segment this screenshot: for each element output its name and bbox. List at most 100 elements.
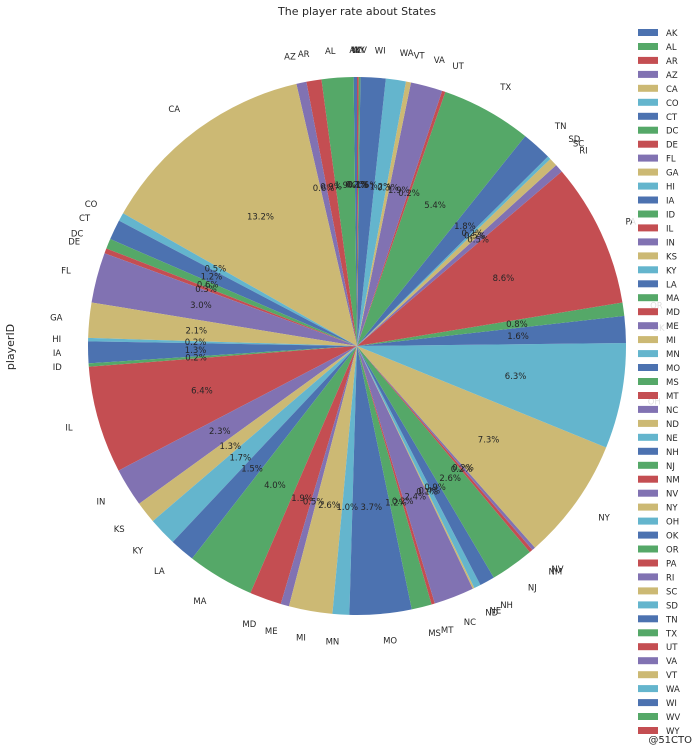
legend-label-in: IN	[666, 238, 675, 248]
slice-label-il: IL	[65, 424, 73, 434]
legend-label-co: CO	[666, 99, 679, 109]
slice-label-ut: UT	[452, 62, 464, 72]
legend-swatch-wv	[638, 713, 658, 720]
pie-slice-md	[250, 346, 357, 604]
slice-percent-tx: 5.4%	[424, 201, 446, 211]
legend-label-wy: WY	[666, 727, 680, 737]
pie-slice-ct	[110, 220, 357, 346]
pie-slice-nm	[357, 346, 533, 553]
slice-percent-ms: 1.2%	[385, 499, 407, 509]
pie-slice-in	[118, 346, 357, 504]
legend-label-nv: NV	[666, 490, 678, 500]
slice-percent-ny: 7.3%	[478, 435, 500, 445]
slice-percent-nv: 0.2%	[452, 464, 474, 474]
slice-label-me: ME	[265, 627, 278, 637]
pie-slice-pa	[357, 171, 623, 346]
legend-label-tx: TX	[665, 629, 677, 639]
pie-slice-az	[296, 81, 357, 346]
legend-swatch-id	[638, 210, 658, 218]
slice-percent-nj: 2.6%	[439, 474, 461, 484]
slice-percent-nc: 2.4%	[404, 493, 426, 503]
legend-label-mi: MI	[666, 336, 676, 346]
slice-percent-ca: 13.2%	[247, 213, 274, 223]
legend-swatch-nj	[638, 461, 658, 469]
slice-percent-mi: 2.6%	[318, 501, 340, 511]
legend-label-ma: MA	[666, 294, 679, 304]
legend-swatch-sc	[638, 587, 658, 595]
legend-swatch-mo	[638, 364, 658, 371]
legend-swatch-oh	[638, 517, 658, 525]
pie-slice-vt	[357, 81, 411, 346]
slice-percent-ia: 1.3%	[185, 346, 207, 356]
legend-label-ct: CT	[666, 113, 678, 123]
slice-label-sc: SC	[573, 140, 584, 150]
pie-slice-id	[88, 346, 357, 367]
slice-percent-ma: 4.0%	[264, 481, 286, 491]
pie-slice-hi	[88, 337, 357, 346]
slice-label-ky: KY	[133, 546, 144, 556]
legend-swatch-ak	[638, 29, 658, 36]
legend-label-or: OR	[666, 546, 679, 556]
legend-label-dc: DC	[666, 127, 679, 137]
slice-label-ct: CT	[79, 214, 91, 224]
legend-label-wa: WA	[666, 685, 680, 695]
legend-swatch-tx	[638, 629, 658, 637]
pie-slice-tx	[357, 91, 526, 347]
legend-label-ut: UT	[666, 643, 678, 653]
pie-slice-mi	[288, 346, 357, 614]
slice-percent-id: 0.2%	[185, 354, 207, 364]
pie-slice-fl	[91, 253, 358, 346]
slice-percent-ri: 0.5%	[467, 235, 489, 245]
slice-label-wy: WY	[351, 46, 365, 56]
legend-label-il: IL	[666, 224, 674, 234]
legend-label-mt: MT	[666, 392, 679, 402]
legend-label-la: LA	[666, 280, 677, 290]
slice-label-tn: TN	[554, 122, 567, 132]
pie-slice-de	[104, 248, 357, 346]
slice-label-dc: DC	[71, 230, 84, 240]
slice-percent-wa: 1.2%	[370, 182, 392, 192]
legend-label-me: ME	[666, 322, 679, 332]
slice-percent-wv: 0.1%	[348, 181, 370, 191]
pie-slice-dc	[106, 239, 357, 346]
slice-percent-ga: 2.1%	[185, 327, 207, 337]
legend-swatch-ga	[638, 168, 658, 176]
pie-slice-nv	[357, 346, 535, 550]
pie-slice-la	[172, 346, 357, 559]
pie-slice-ut	[357, 90, 446, 346]
slice-percent-mo: 3.7%	[360, 503, 382, 513]
slice-percent-tn: 1.8%	[454, 222, 476, 232]
pie-slice-nd	[357, 346, 475, 589]
slice-percent-md: 1.9%	[291, 494, 313, 504]
legend-swatch-nv	[638, 489, 658, 497]
legend-swatch-nc	[638, 405, 658, 413]
pie-slice-nj	[357, 346, 530, 578]
pie-slice-me	[280, 346, 357, 607]
legend-label-ny: NY	[666, 504, 678, 514]
slice-percent-al: 1.9%	[334, 181, 356, 191]
legend-label-sd: SD	[666, 601, 678, 611]
legend-swatch-fl	[638, 154, 658, 162]
legend-swatch-mt	[638, 392, 658, 399]
slice-label-ny: NY	[598, 513, 610, 523]
legend-swatch-sd	[638, 601, 658, 609]
legend-swatch-ia	[638, 196, 658, 204]
legend-swatch-ny	[638, 503, 658, 511]
legend-label-wi: WI	[666, 699, 677, 709]
legend-label-nj: NJ	[666, 462, 675, 472]
slice-label-ia: IA	[53, 349, 62, 359]
legend-swatch-nh	[638, 447, 658, 455]
slice-label-mo: MO	[383, 637, 397, 647]
legend-label-ne: NE	[666, 434, 678, 444]
slice-label-ri: RI	[579, 147, 587, 157]
slice-percent-oh: 6.3%	[505, 372, 527, 382]
slice-label-id: ID	[53, 363, 63, 373]
legend-label-hi: HI	[666, 183, 675, 193]
legend-swatch-ar	[638, 56, 658, 64]
y-axis-label: playerID	[4, 324, 17, 370]
pie-slice-ca	[123, 83, 357, 347]
pie-slice-ne	[357, 346, 481, 589]
slice-label-ne: NE	[490, 607, 502, 617]
pie-slice-wi	[357, 77, 386, 347]
slice-label-ar: AR	[298, 50, 310, 60]
